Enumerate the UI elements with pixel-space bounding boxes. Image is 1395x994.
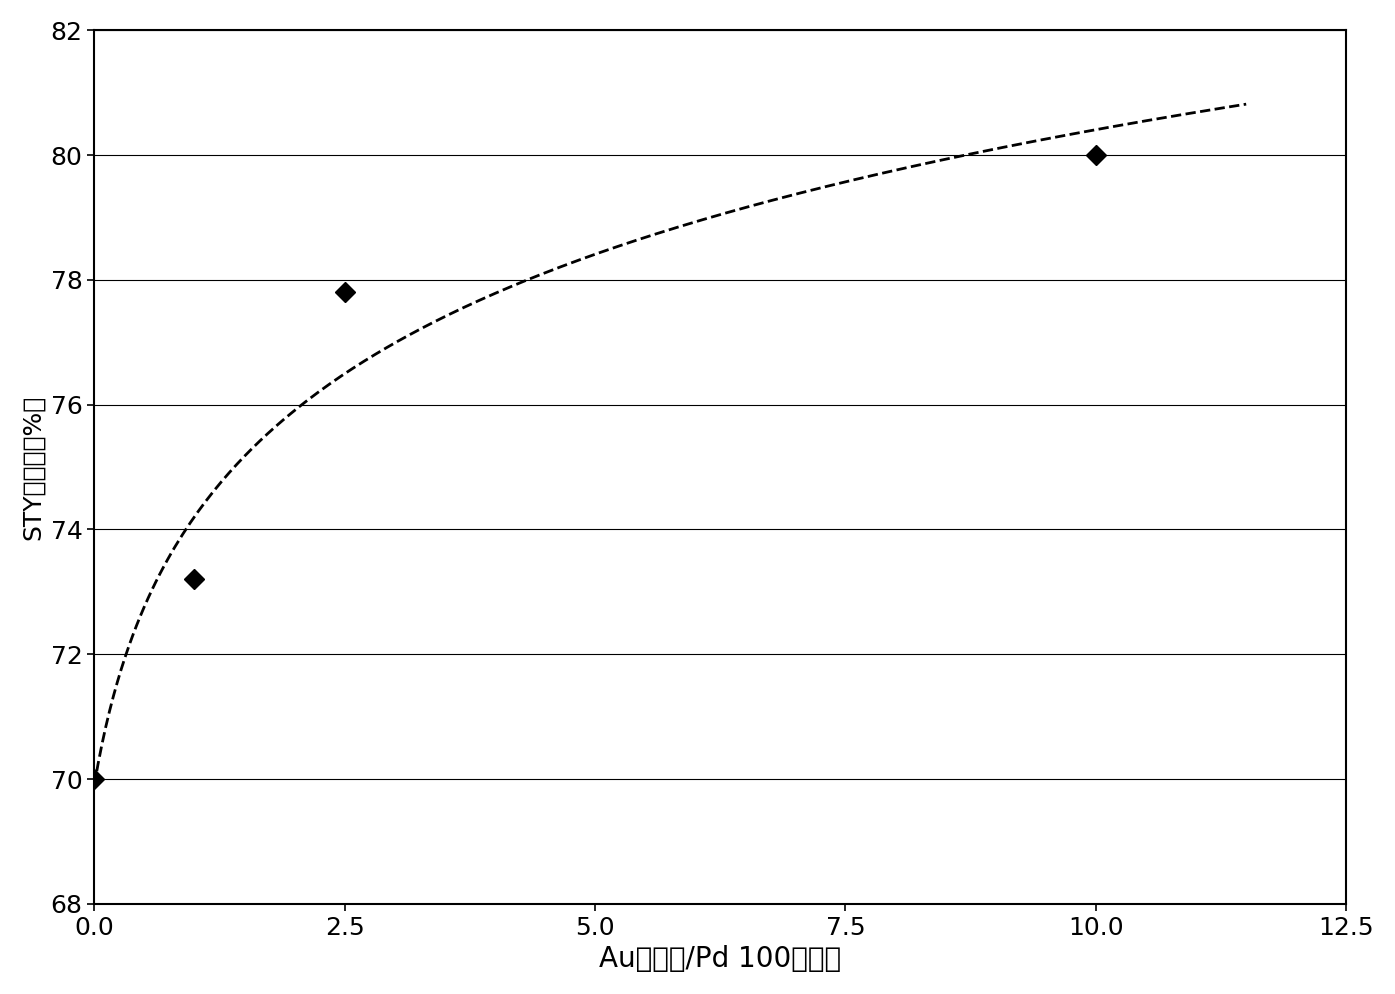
Y-axis label: STY保持率（%）: STY保持率（%）: [21, 395, 45, 540]
X-axis label: Au质量份/Pd 100质量份: Au质量份/Pd 100质量份: [600, 945, 841, 973]
